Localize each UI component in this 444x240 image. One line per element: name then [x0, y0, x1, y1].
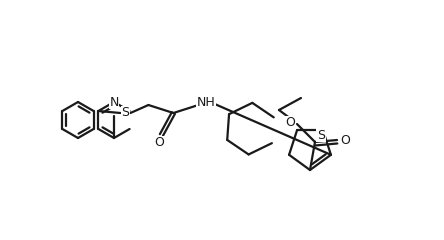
Text: S: S [121, 107, 129, 120]
Text: O: O [155, 137, 164, 150]
Text: O: O [285, 116, 295, 130]
Text: N: N [109, 96, 119, 108]
Text: S: S [317, 129, 325, 142]
Text: NH: NH [197, 96, 216, 109]
Text: O: O [340, 133, 350, 146]
